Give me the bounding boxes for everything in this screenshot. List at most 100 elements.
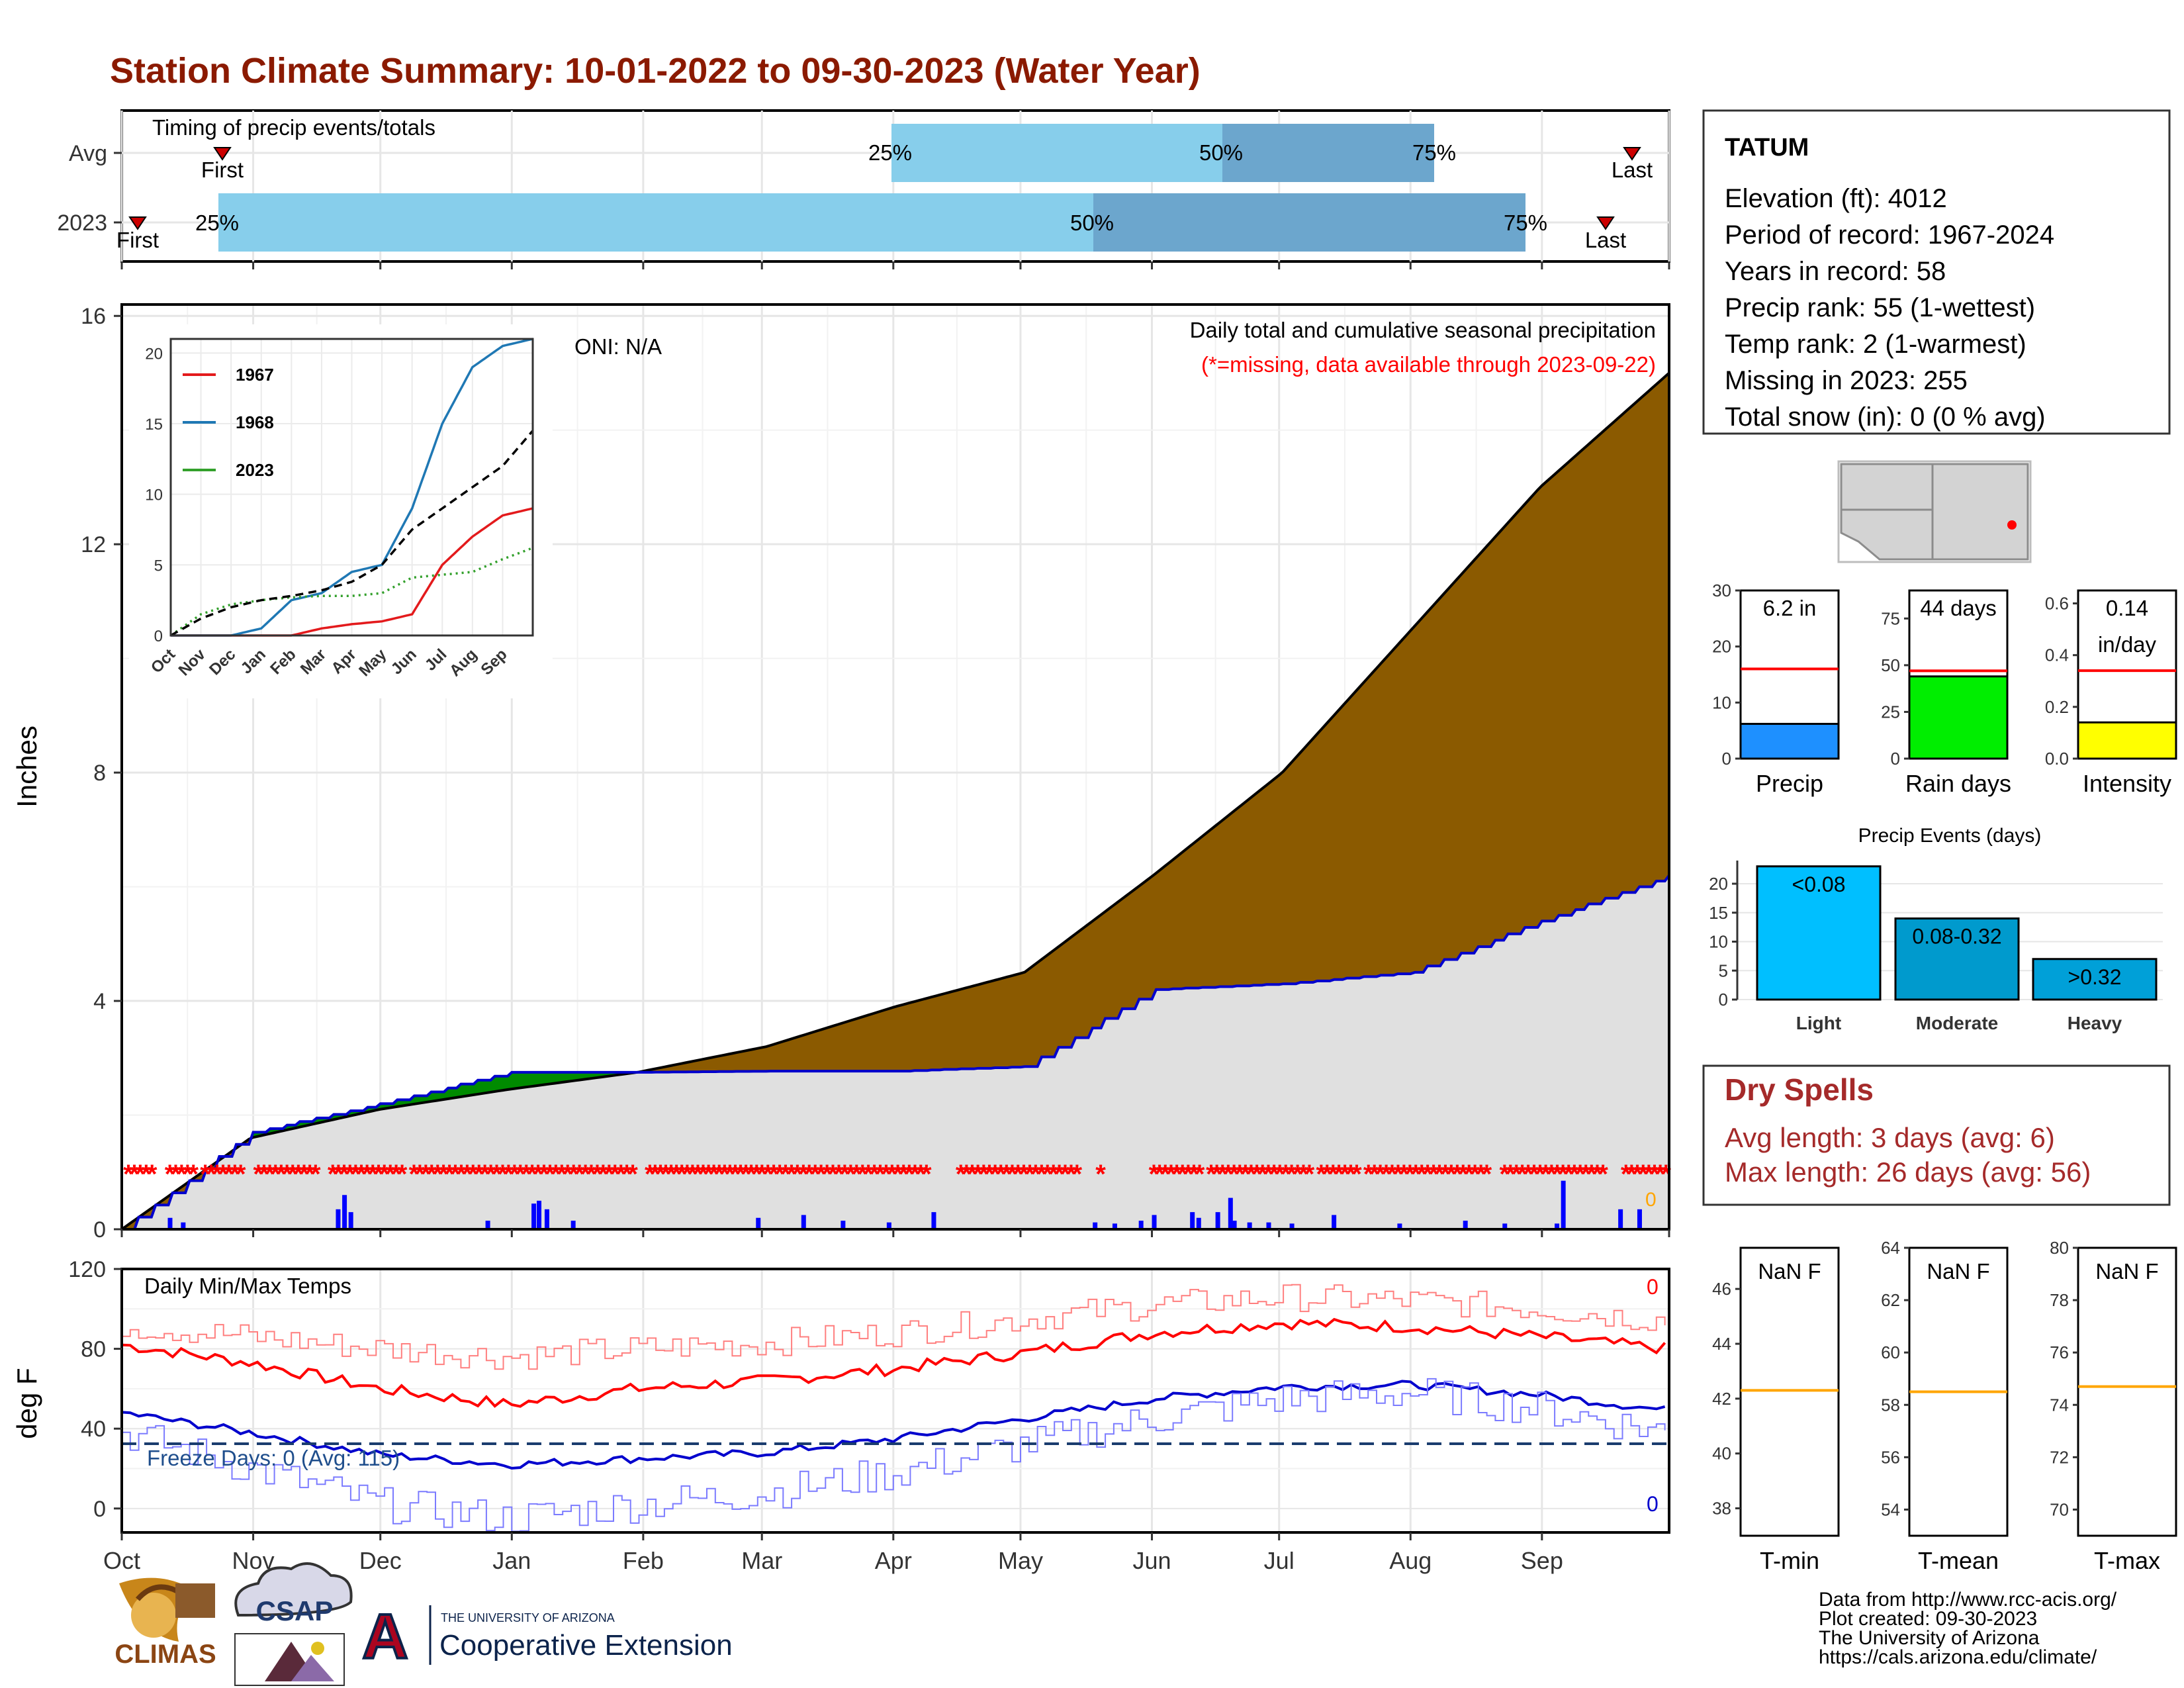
missing-data-star: *	[586, 1160, 597, 1189]
daily-precip-bar	[801, 1215, 806, 1229]
missing-data-star: *	[276, 1160, 287, 1189]
missing-data-star: *	[610, 1160, 620, 1189]
missing-data-star: *	[792, 1160, 803, 1189]
svg-text:A: A	[362, 1601, 408, 1672]
missing-note: (*=missing, data available through 2023-…	[1201, 352, 1656, 377]
precip-y-ticks: 0 4 8 12 16	[81, 304, 122, 1243]
month-label: Oct	[103, 1547, 140, 1574]
missing-data-star: *	[438, 1160, 449, 1189]
mini-bar-tick-label: 0.0	[2045, 749, 2069, 769]
missing-data-star: *	[804, 1160, 815, 1189]
missing-data-star: *	[730, 1160, 741, 1189]
daily-precip-bar	[1247, 1222, 1252, 1229]
missing-data-star: *	[504, 1160, 514, 1189]
temp-y-tick-label: 40	[81, 1417, 106, 1442]
timing-avg-last: Last	[1612, 158, 1653, 182]
mini-bar-tick-label: 0.4	[2045, 645, 2069, 665]
daily-precip-bar	[1196, 1217, 1201, 1229]
missing-data-star: *	[1001, 1160, 1012, 1189]
missing-data-star: *	[350, 1160, 361, 1189]
timing-2023-q50: 50%	[1070, 211, 1114, 235]
missing-data-star: *	[1434, 1160, 1445, 1189]
inset-legend-label: 1968	[236, 412, 274, 432]
temp-y-ticks: 0 40 80 120	[68, 1257, 122, 1522]
missing-data-star: *	[1189, 1160, 1199, 1189]
missing-data-star: *	[1655, 1160, 1666, 1189]
coop-ext-text: Cooperative Extension	[439, 1629, 733, 1662]
missing-data-star: *	[206, 1160, 216, 1189]
precip-y-axis-label: Inches	[11, 726, 42, 808]
missing-data-star: *	[259, 1160, 269, 1189]
missing-data-star: *	[1422, 1160, 1433, 1189]
missing-data-star: *	[741, 1160, 751, 1189]
missing-data-star: *	[973, 1160, 983, 1189]
missing-data-star: *	[1464, 1160, 1475, 1189]
temp-box-tick-label: 56	[1881, 1447, 1900, 1467]
missing-data-star: *	[1030, 1160, 1041, 1189]
missing-data-star: *	[1154, 1160, 1165, 1189]
missing-data-star: *	[545, 1160, 555, 1189]
missing-data-star: *	[887, 1160, 897, 1189]
temp-box-tick-label: 42	[1712, 1389, 1731, 1409]
precip-average-line	[122, 874, 1670, 1231]
missing-data-star: *	[182, 1160, 193, 1189]
events-title: Precip Events (days)	[1858, 825, 2042, 847]
missing-data-star: *	[1643, 1160, 1654, 1189]
missing-data-star: *	[1505, 1160, 1516, 1189]
missing-data-star: *	[1275, 1160, 1285, 1189]
page-title: Station Climate Summary: 10-01-2022 to 0…	[110, 51, 1201, 91]
missing-data-star: *	[1404, 1160, 1415, 1189]
temp-series-line	[122, 1378, 1666, 1532]
missing-data-star: *	[869, 1160, 880, 1189]
missing-data-star: *	[1304, 1160, 1315, 1189]
temp-box-value: NaN F	[1927, 1259, 1989, 1284]
events-y-tick-label: 0	[1719, 990, 1728, 1009]
events-y-tick-label: 5	[1719, 961, 1728, 980]
missing-data-star: *	[1054, 1160, 1065, 1189]
temp-box-label: T-min	[1760, 1547, 1819, 1574]
temp-box-tick-label: 38	[1712, 1499, 1731, 1519]
timing-2023-q25: 25%	[195, 211, 239, 235]
temp-box-tick-label: 80	[2050, 1238, 2069, 1258]
university-of-arizona-logo: A THE UNIVERSITY OF ARIZONA Cooperative …	[360, 1600, 733, 1673]
missing-data-star: *	[898, 1160, 909, 1189]
missing-data-star: *	[1060, 1160, 1071, 1189]
missing-data-star: *	[1569, 1160, 1580, 1189]
events-bar-value: 0.08-0.32	[1912, 925, 2001, 949]
missing-data-star: *	[893, 1160, 903, 1189]
missing-data-star: *	[1024, 1160, 1035, 1189]
missing-data-star: *	[1042, 1160, 1053, 1189]
missing-data-star: *	[1345, 1160, 1356, 1189]
events-x-label: Heavy	[2068, 1013, 2122, 1033]
last-marker-icon	[1596, 216, 1615, 230]
daily-precip-bar	[886, 1222, 891, 1229]
mini-bar-charts: 0 10 20 30 6.2 in Precip 0 25 50 75 44 days Rain da…	[1712, 581, 2177, 797]
dry-spells-max: Max length: 26 days (avg: 56)	[1725, 1156, 2091, 1188]
first-marker-icon	[128, 216, 147, 230]
events-bar-value: <0.08	[1792, 872, 1846, 896]
missing-data-star: *	[420, 1160, 431, 1189]
missing-data-star: *	[515, 1160, 525, 1189]
missing-data-star: *	[551, 1160, 561, 1189]
missing-data-star: *	[774, 1160, 785, 1189]
missing-data-star: *	[224, 1160, 234, 1189]
mini-bar-tick-label: 0.6	[2045, 594, 2069, 614]
missing-data-star: *	[693, 1160, 704, 1189]
timing-2023-bar-25-50	[218, 193, 1093, 252]
missing-data-star: *	[709, 1160, 719, 1189]
missing-data-star: *	[735, 1160, 746, 1189]
temp-box-tick-label: 74	[2050, 1395, 2069, 1415]
missing-data-star: *	[486, 1160, 496, 1189]
missing-data-star: *	[1160, 1160, 1171, 1189]
dry-spells-avg: Avg length: 3 days (avg: 6)	[1725, 1122, 2055, 1153]
missing-data-star: *	[956, 1160, 966, 1189]
missing-data-star: *	[1458, 1160, 1469, 1189]
daily-precip-bar	[841, 1221, 846, 1229]
climas-logo: CLIMAS	[114, 1577, 216, 1669]
daily-precip-bar	[1555, 1223, 1560, 1229]
inset-y-tick-label: 0	[154, 628, 163, 645]
missing-data-star: *	[863, 1160, 874, 1189]
missing-data-star: *	[604, 1160, 614, 1189]
missing-data-star: *	[822, 1160, 833, 1189]
